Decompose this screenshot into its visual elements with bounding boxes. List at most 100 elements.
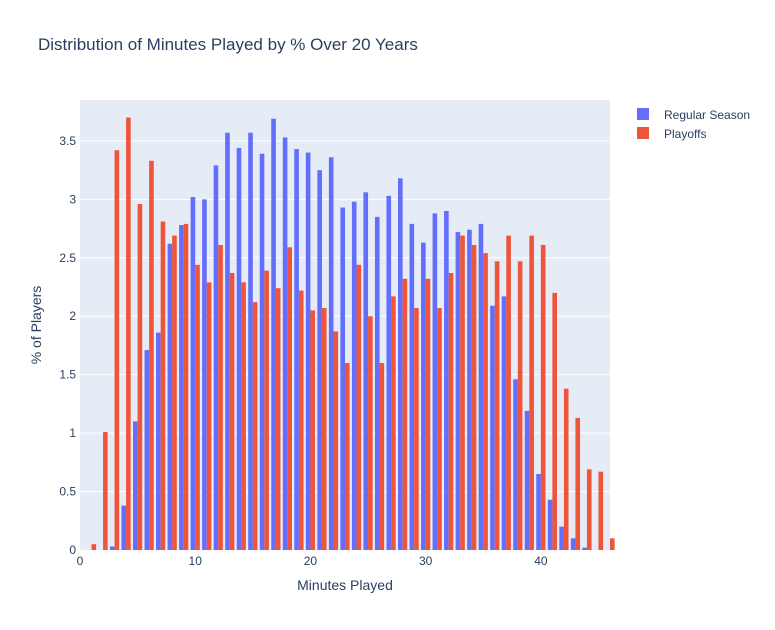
bar-playoffs[interactable] [183, 223, 189, 550]
bar-playoffs[interactable] [598, 471, 604, 550]
bar-playoffs[interactable] [137, 204, 143, 550]
bar-regular-season[interactable] [467, 229, 472, 550]
bar-playoffs[interactable] [160, 221, 166, 550]
bar-playoffs[interactable] [287, 247, 292, 551]
bar-regular-season[interactable] [213, 165, 219, 551]
bar-regular-season[interactable] [547, 499, 553, 550]
bar-regular-season[interactable] [582, 547, 587, 550]
bar-playoffs[interactable] [586, 469, 592, 550]
bar-playoffs[interactable] [264, 270, 269, 550]
bar-playoffs[interactable] [483, 253, 488, 550]
bar-playoffs[interactable] [114, 150, 120, 550]
bar-playoffs[interactable] [563, 388, 569, 550]
bar-playoffs[interactable] [448, 272, 454, 550]
bar-playoffs[interactable] [575, 417, 581, 550]
bar-playoffs[interactable] [218, 244, 223, 550]
bar-playoffs[interactable] [149, 160, 154, 550]
bar-regular-season[interactable] [248, 132, 253, 550]
bar-regular-season[interactable] [374, 216, 380, 550]
bar-playoffs[interactable] [195, 264, 200, 550]
bar-playoffs[interactable] [126, 117, 131, 550]
bar-playoffs[interactable] [345, 362, 350, 550]
bar-playoffs[interactable] [356, 264, 362, 550]
legend-label-regular-season: Regular Season [664, 108, 750, 122]
bar-regular-season[interactable] [259, 153, 265, 550]
bar-regular-season[interactable] [156, 332, 161, 550]
bar-regular-season[interactable] [455, 232, 461, 550]
y-tick-label: 2 [69, 309, 76, 323]
bar-playoffs[interactable] [414, 308, 419, 550]
bar-playoffs[interactable] [206, 282, 212, 550]
bar-regular-season[interactable] [202, 199, 207, 550]
bar-regular-season[interactable] [179, 225, 184, 550]
bar-playoffs[interactable] [172, 235, 177, 550]
bar-regular-season[interactable] [559, 526, 564, 550]
bar-regular-season[interactable] [570, 538, 576, 550]
bar-regular-season[interactable] [190, 197, 196, 550]
bar-regular-season[interactable] [478, 223, 484, 550]
bar-playoffs[interactable] [529, 235, 534, 550]
bar-regular-season[interactable] [340, 207, 345, 550]
bar-playoffs[interactable] [379, 362, 385, 550]
bar-regular-season[interactable] [294, 149, 299, 550]
bar-playoffs[interactable] [402, 278, 408, 550]
legend-item-playoffs[interactable]: Playoffs [637, 127, 706, 141]
bar-playoffs[interactable] [460, 235, 465, 550]
bar-playoffs[interactable] [425, 278, 431, 550]
bar-regular-season[interactable] [398, 178, 403, 550]
bar-regular-season[interactable] [536, 474, 541, 550]
bar-regular-season[interactable] [305, 152, 311, 550]
bar-regular-season[interactable] [351, 201, 357, 551]
bar-playoffs[interactable] [229, 272, 235, 550]
x-tick-label: 30 [419, 554, 433, 568]
y-tick-label: 0.5 [59, 485, 76, 499]
y-axis-title: % of Players [28, 286, 44, 365]
bar-regular-season[interactable] [271, 118, 276, 551]
bar-playoffs[interactable] [552, 292, 557, 550]
bar-regular-season[interactable] [386, 195, 392, 550]
bar-regular-season[interactable] [225, 132, 230, 550]
bar-playoffs[interactable] [91, 544, 97, 550]
bar-playoffs[interactable] [391, 296, 396, 550]
bar-regular-season[interactable] [501, 296, 507, 550]
bar-regular-season[interactable] [144, 350, 150, 550]
bar-playoffs[interactable] [241, 282, 246, 550]
bar-regular-season[interactable] [317, 170, 322, 550]
bar-playoffs[interactable] [321, 308, 327, 550]
bar-regular-season[interactable] [167, 243, 173, 550]
bar-regular-season[interactable] [282, 137, 288, 551]
bar-regular-season[interactable] [109, 546, 115, 550]
bar-regular-season[interactable] [432, 213, 438, 550]
bar-playoffs[interactable] [517, 261, 523, 550]
bar-playoffs[interactable] [333, 331, 339, 550]
bar-playoffs[interactable] [310, 310, 316, 550]
bar-regular-season[interactable] [444, 211, 449, 551]
bar-playoffs[interactable] [368, 316, 373, 550]
bar-playoffs[interactable] [506, 235, 511, 550]
bar-playoffs[interactable] [103, 431, 108, 550]
legend[interactable]: Regular Season Playoffs [637, 108, 750, 141]
bar-playoffs[interactable] [494, 261, 500, 550]
y-tick-label: 3.5 [59, 134, 76, 148]
bar-regular-season[interactable] [121, 505, 127, 550]
legend-item-regular-season[interactable]: Regular Season [637, 108, 750, 122]
bar-regular-season[interactable] [363, 192, 369, 551]
bar-playoffs[interactable] [275, 288, 281, 550]
x-tick-label: 10 [189, 554, 203, 568]
bar-playoffs[interactable] [298, 290, 304, 550]
bar-regular-season[interactable] [133, 421, 138, 550]
bar-regular-season[interactable] [421, 242, 426, 550]
bar-playoffs[interactable] [471, 244, 477, 550]
bar-regular-season[interactable] [328, 157, 334, 551]
bar-regular-season[interactable] [524, 410, 530, 550]
bar-playoffs[interactable] [610, 538, 615, 550]
bar-playoffs[interactable] [252, 302, 258, 550]
bar-playoffs[interactable] [540, 244, 546, 550]
x-tick-label: 40 [534, 554, 548, 568]
bar-regular-season[interactable] [236, 147, 242, 551]
bar-regular-season[interactable] [409, 223, 415, 550]
bar-regular-season[interactable] [490, 305, 495, 550]
bar-playoffs[interactable] [437, 308, 442, 550]
bar-regular-season[interactable] [513, 379, 518, 550]
